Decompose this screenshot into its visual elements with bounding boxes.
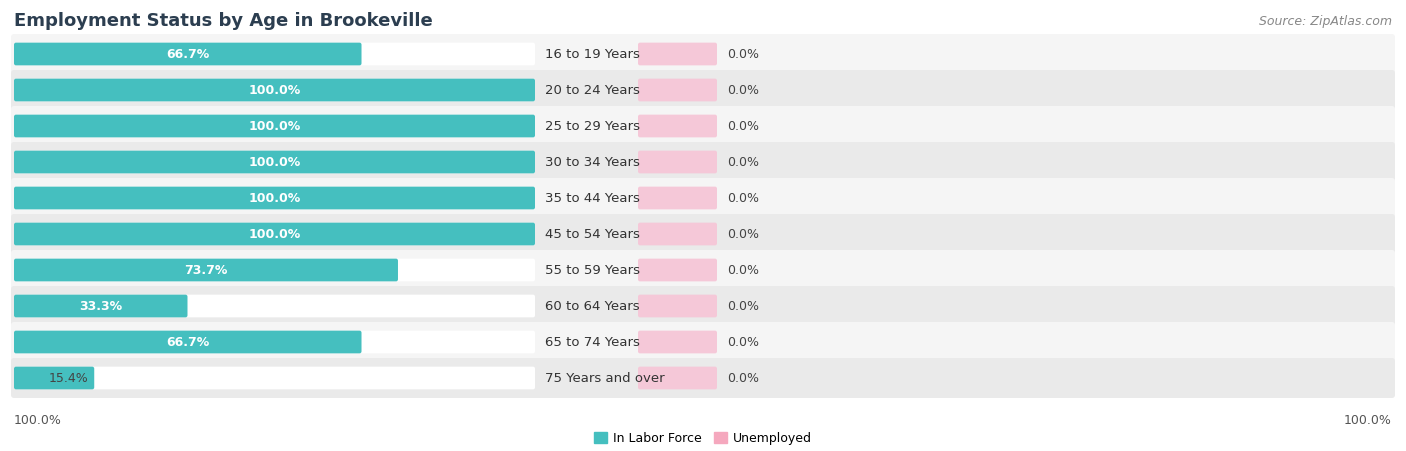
- Text: 75 Years and over: 75 Years and over: [546, 372, 665, 385]
- FancyBboxPatch shape: [14, 43, 361, 65]
- Text: 100.0%: 100.0%: [249, 83, 301, 97]
- FancyBboxPatch shape: [14, 331, 361, 354]
- FancyBboxPatch shape: [11, 34, 1395, 74]
- FancyBboxPatch shape: [638, 223, 717, 245]
- FancyBboxPatch shape: [11, 178, 1395, 218]
- Text: 73.7%: 73.7%: [184, 263, 228, 276]
- FancyBboxPatch shape: [638, 258, 717, 281]
- FancyBboxPatch shape: [14, 151, 536, 173]
- FancyBboxPatch shape: [638, 331, 717, 354]
- FancyBboxPatch shape: [638, 115, 717, 138]
- FancyBboxPatch shape: [14, 78, 536, 101]
- Text: 0.0%: 0.0%: [727, 372, 759, 385]
- Text: 100.0%: 100.0%: [14, 414, 62, 427]
- FancyBboxPatch shape: [14, 115, 536, 138]
- Text: 100.0%: 100.0%: [249, 192, 301, 204]
- FancyBboxPatch shape: [638, 43, 717, 65]
- Text: 0.0%: 0.0%: [727, 47, 759, 60]
- Legend: In Labor Force, Unemployed: In Labor Force, Unemployed: [595, 432, 811, 445]
- FancyBboxPatch shape: [14, 187, 536, 209]
- Text: 66.7%: 66.7%: [166, 336, 209, 349]
- Text: 35 to 44 Years: 35 to 44 Years: [546, 192, 640, 204]
- Text: 0.0%: 0.0%: [727, 156, 759, 169]
- FancyBboxPatch shape: [14, 331, 536, 354]
- FancyBboxPatch shape: [11, 214, 1395, 254]
- FancyBboxPatch shape: [14, 151, 536, 173]
- FancyBboxPatch shape: [14, 367, 536, 389]
- Text: 55 to 59 Years: 55 to 59 Years: [546, 263, 640, 276]
- Text: 60 to 64 Years: 60 to 64 Years: [546, 299, 640, 313]
- Text: Employment Status by Age in Brookeville: Employment Status by Age in Brookeville: [14, 12, 433, 30]
- Text: 65 to 74 Years: 65 to 74 Years: [546, 336, 640, 349]
- FancyBboxPatch shape: [638, 187, 717, 209]
- Text: 0.0%: 0.0%: [727, 263, 759, 276]
- Text: 20 to 24 Years: 20 to 24 Years: [546, 83, 640, 97]
- FancyBboxPatch shape: [11, 250, 1395, 290]
- Text: 0.0%: 0.0%: [727, 83, 759, 97]
- FancyBboxPatch shape: [638, 367, 717, 389]
- Text: 0.0%: 0.0%: [727, 299, 759, 313]
- FancyBboxPatch shape: [14, 78, 536, 101]
- FancyBboxPatch shape: [11, 358, 1395, 398]
- FancyBboxPatch shape: [14, 295, 187, 318]
- FancyBboxPatch shape: [14, 258, 398, 281]
- Text: 15.4%: 15.4%: [48, 372, 89, 385]
- Text: 100.0%: 100.0%: [249, 156, 301, 169]
- FancyBboxPatch shape: [638, 295, 717, 318]
- FancyBboxPatch shape: [14, 223, 536, 245]
- FancyBboxPatch shape: [14, 43, 536, 65]
- FancyBboxPatch shape: [11, 142, 1395, 182]
- FancyBboxPatch shape: [14, 367, 94, 389]
- Text: 0.0%: 0.0%: [727, 192, 759, 204]
- FancyBboxPatch shape: [11, 286, 1395, 326]
- FancyBboxPatch shape: [14, 258, 536, 281]
- FancyBboxPatch shape: [11, 322, 1395, 362]
- FancyBboxPatch shape: [638, 151, 717, 173]
- Text: 45 to 54 Years: 45 to 54 Years: [546, 227, 640, 240]
- FancyBboxPatch shape: [14, 115, 536, 138]
- FancyBboxPatch shape: [14, 187, 536, 209]
- Text: 33.3%: 33.3%: [79, 299, 122, 313]
- FancyBboxPatch shape: [11, 106, 1395, 146]
- Text: 66.7%: 66.7%: [166, 47, 209, 60]
- Text: 0.0%: 0.0%: [727, 227, 759, 240]
- Text: 0.0%: 0.0%: [727, 336, 759, 349]
- FancyBboxPatch shape: [638, 78, 717, 101]
- Text: 100.0%: 100.0%: [249, 227, 301, 240]
- Text: 16 to 19 Years: 16 to 19 Years: [546, 47, 640, 60]
- Text: Source: ZipAtlas.com: Source: ZipAtlas.com: [1258, 14, 1392, 28]
- FancyBboxPatch shape: [11, 70, 1395, 110]
- Text: 100.0%: 100.0%: [1344, 414, 1392, 427]
- Text: 25 to 29 Years: 25 to 29 Years: [546, 120, 640, 133]
- FancyBboxPatch shape: [14, 295, 536, 318]
- Text: 100.0%: 100.0%: [249, 120, 301, 133]
- FancyBboxPatch shape: [14, 223, 536, 245]
- Text: 0.0%: 0.0%: [727, 120, 759, 133]
- Text: 30 to 34 Years: 30 to 34 Years: [546, 156, 640, 169]
